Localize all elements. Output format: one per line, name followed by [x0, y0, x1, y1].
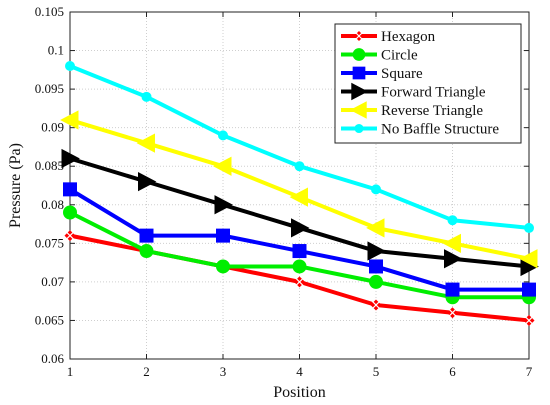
data-point [350, 101, 367, 119]
series-reverse-triangle [60, 110, 538, 269]
data-point [524, 222, 534, 233]
data-point [60, 110, 79, 130]
legend-label: No Baffle Structure [381, 122, 499, 138]
legend-label: Reverse Triangle [381, 103, 483, 119]
data-point [63, 182, 77, 197]
legend-item: Forward Triangle [341, 82, 486, 101]
data-point [292, 259, 307, 274]
data-point [519, 249, 538, 269]
series-layer [60, 60, 539, 326]
data-point [61, 148, 80, 169]
legend-label: Hexagon [381, 29, 436, 45]
series-forward-triangle [61, 148, 539, 277]
data-point [371, 184, 381, 195]
legend-item: Circle [341, 48, 418, 64]
x-tick-label: 3 [220, 364, 227, 379]
legend-box [334, 23, 522, 144]
data-point [369, 274, 383, 289]
data-point [139, 228, 154, 243]
legend-label: Square [381, 66, 423, 82]
data-point [294, 161, 305, 172]
x-tick-label: 4 [296, 364, 303, 379]
legend: Hexagon Circle Square Forward Triangle Rever… [334, 23, 522, 144]
data-point [354, 123, 364, 134]
series-square [63, 182, 536, 297]
data-point [353, 30, 365, 42]
data-point [289, 187, 308, 207]
data-point [522, 282, 536, 297]
data-point [366, 218, 385, 238]
data-point [64, 230, 76, 242]
y-tick-label: 0.105 [35, 4, 64, 19]
y-tick-label: 0.095 [35, 81, 64, 96]
data-point [352, 66, 366, 80]
x-tick-label: 6 [449, 364, 456, 379]
data-point [213, 156, 232, 176]
x-tick-label: 2 [143, 364, 150, 379]
data-point [218, 130, 228, 141]
y-tick-label: 0.075 [35, 235, 64, 250]
data-point [446, 307, 459, 319]
data-point [442, 233, 461, 253]
data-point [351, 82, 368, 101]
x-tick-label: 7 [526, 364, 533, 379]
y-tick-label: 0.08 [41, 197, 64, 212]
x-tick-label: 1 [67, 364, 74, 379]
y-tick-label: 0.09 [41, 120, 64, 135]
y-tick-label: 0.06 [41, 351, 64, 366]
y-tick-label: 0.085 [35, 158, 64, 173]
data-point [216, 228, 230, 243]
data-point [136, 133, 155, 153]
data-point [367, 241, 386, 261]
data-point [216, 259, 230, 274]
series-no-baffle-structure [65, 60, 534, 233]
data-point [447, 215, 458, 226]
y-axis-title: Pressure (Pa) [7, 143, 24, 228]
data-point [445, 282, 460, 297]
data-point [444, 249, 463, 269]
y-tick-label: 0.1 [48, 43, 64, 58]
data-point [63, 205, 77, 220]
data-point [139, 244, 154, 259]
y-tick-label: 0.07 [41, 274, 64, 289]
data-point [352, 48, 366, 61]
data-point [369, 259, 383, 274]
legend-item: Hexagon [341, 29, 436, 45]
data-point [138, 172, 157, 192]
data-point [291, 218, 310, 238]
x-axis-title: Position [273, 384, 325, 401]
data-point [65, 60, 75, 71]
data-point [370, 299, 382, 311]
data-point [292, 244, 307, 259]
legend-label: Forward Triangle [381, 85, 486, 101]
data-point [523, 314, 535, 326]
data-point [141, 91, 152, 102]
data-point [293, 276, 306, 288]
data-point [214, 195, 233, 215]
x-tick-label: 5 [373, 364, 380, 379]
legend-item: Square [341, 66, 423, 82]
legend-label: Circle [381, 48, 418, 64]
legend-item: No Baffle Structure [341, 122, 499, 138]
legend-item: Reverse Triangle [341, 101, 483, 119]
y-tick-label: 0.065 [35, 312, 64, 327]
